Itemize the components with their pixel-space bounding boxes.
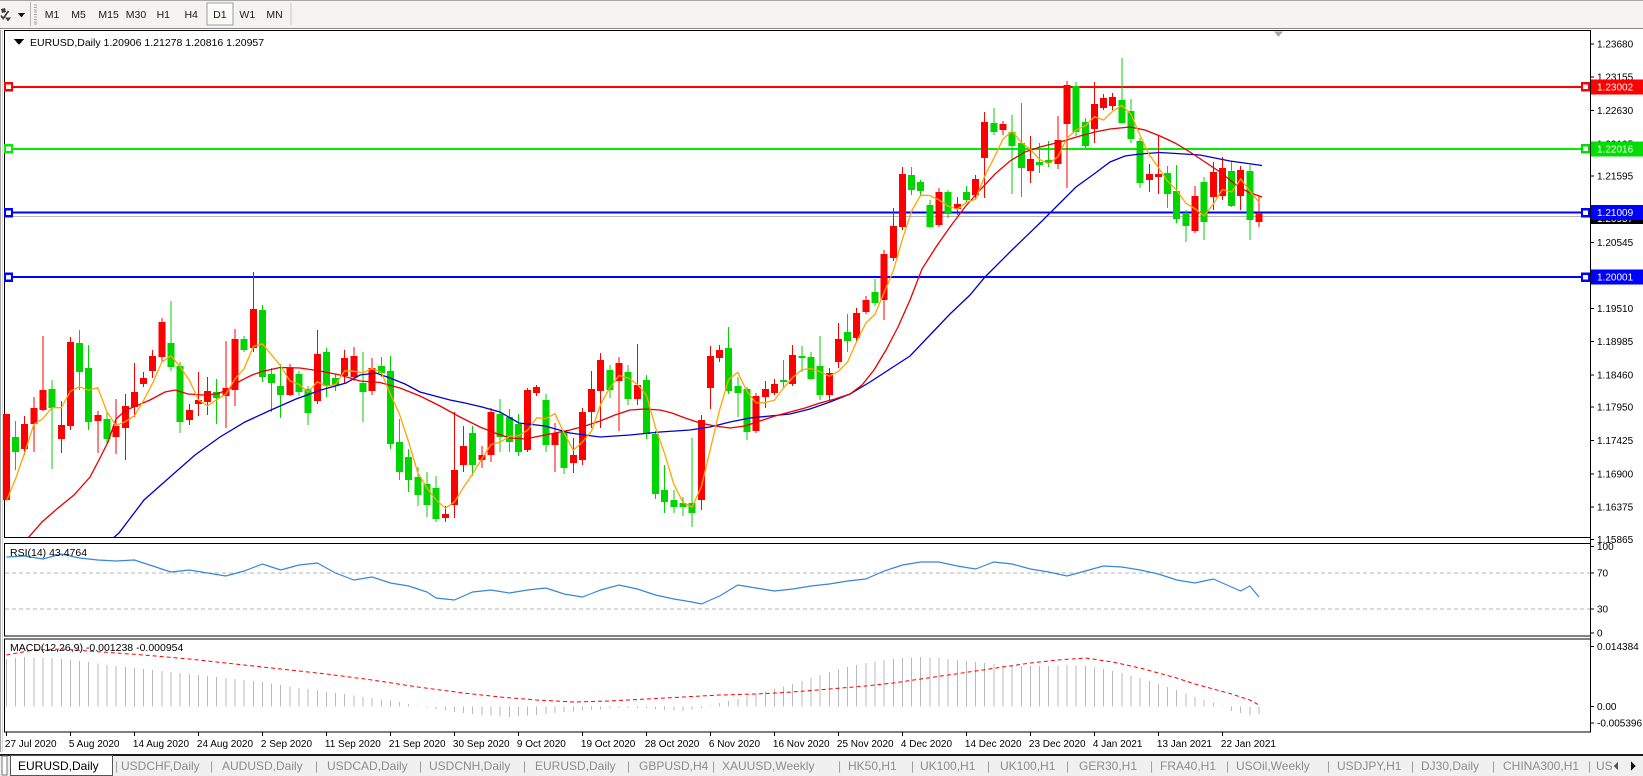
svg-text:25 Nov 2020: 25 Nov 2020 xyxy=(837,739,894,750)
svg-text:1.22630: 1.22630 xyxy=(1597,106,1634,117)
svg-text:|: | xyxy=(838,759,841,773)
svg-text:|: | xyxy=(987,759,990,773)
svg-text:22 Jan 2021: 22 Jan 2021 xyxy=(1221,739,1276,750)
svg-text:RSI(14) 43.4764: RSI(14) 43.4764 xyxy=(10,547,87,559)
svg-text:XAUUSD,Weekly: XAUUSD,Weekly xyxy=(722,759,814,773)
svg-text:1.23680: 1.23680 xyxy=(1597,40,1634,51)
svg-text:USDCHF,Daily: USDCHF,Daily xyxy=(121,759,200,773)
svg-text:|: | xyxy=(627,759,630,773)
svg-text:23 Dec 2020: 23 Dec 2020 xyxy=(1029,739,1086,750)
svg-text:30 Sep 2020: 30 Sep 2020 xyxy=(453,739,510,750)
svg-text:M30: M30 xyxy=(126,9,147,21)
svg-text:1.16375: 1.16375 xyxy=(1597,503,1634,514)
svg-text:1.22016: 1.22016 xyxy=(1597,144,1634,155)
svg-text:USDCNH,Daily: USDCNH,Daily xyxy=(429,759,510,773)
svg-text:H4: H4 xyxy=(184,9,198,21)
svg-text:4 Dec 2020: 4 Dec 2020 xyxy=(901,739,953,750)
svg-text:1.20001: 1.20001 xyxy=(1597,273,1634,284)
svg-text:14 Aug 2020: 14 Aug 2020 xyxy=(133,739,190,750)
svg-text:1.18985: 1.18985 xyxy=(1597,337,1634,348)
svg-text:UK100,H1: UK100,H1 xyxy=(920,759,976,773)
svg-text:16 Nov 2020: 16 Nov 2020 xyxy=(773,739,830,750)
svg-text:4 Jan 2021: 4 Jan 2021 xyxy=(1093,739,1143,750)
svg-text:70: 70 xyxy=(1597,569,1609,580)
svg-text:|: | xyxy=(911,759,914,773)
svg-text:UK100,H1: UK100,H1 xyxy=(1000,759,1056,773)
svg-text:21 Sep 2020: 21 Sep 2020 xyxy=(389,739,446,750)
svg-text:GER30,H1: GER30,H1 xyxy=(1079,759,1137,773)
svg-text:30: 30 xyxy=(1597,605,1609,616)
svg-text:DJ30,Daily: DJ30,Daily xyxy=(1421,759,1479,773)
svg-text:1.20545: 1.20545 xyxy=(1597,238,1634,249)
svg-text:28 Oct 2020: 28 Oct 2020 xyxy=(645,739,700,750)
svg-text:1.23002: 1.23002 xyxy=(1597,82,1634,93)
svg-text:0: 0 xyxy=(1597,628,1603,639)
svg-text:|: | xyxy=(1150,759,1153,773)
svg-text:1.16900: 1.16900 xyxy=(1597,469,1634,480)
svg-text:EURUSD,Daily: EURUSD,Daily xyxy=(535,759,616,773)
svg-text:D1: D1 xyxy=(213,9,227,21)
svg-text:1.18460: 1.18460 xyxy=(1597,370,1634,381)
svg-text:1.17425: 1.17425 xyxy=(1597,436,1634,447)
svg-text:US: US xyxy=(1596,759,1613,773)
svg-text:-0.005396: -0.005396 xyxy=(1597,719,1642,730)
svg-text:|: | xyxy=(712,759,715,773)
svg-text:24 Aug 2020: 24 Aug 2020 xyxy=(197,739,254,750)
svg-text:100: 100 xyxy=(1597,542,1614,553)
svg-text:27 Jul 2020: 27 Jul 2020 xyxy=(5,739,57,750)
svg-text:1.17950: 1.17950 xyxy=(1597,403,1634,414)
svg-text:H1: H1 xyxy=(157,9,171,21)
svg-text:EURUSD,Daily 1.20906 1.21278: EURUSD,Daily 1.20906 1.21278 1.20816 1.2… xyxy=(30,37,264,49)
svg-text:EURUSD,Daily: EURUSD,Daily xyxy=(18,759,99,773)
svg-text:MN: MN xyxy=(266,9,282,21)
svg-text:CHINA300,H1: CHINA300,H1 xyxy=(1503,759,1579,773)
svg-text:1.21595: 1.21595 xyxy=(1597,172,1634,183)
svg-text:M5: M5 xyxy=(71,9,86,21)
svg-text:|: | xyxy=(1492,759,1495,773)
svg-text:0.00: 0.00 xyxy=(1597,702,1617,713)
svg-text:|: | xyxy=(315,759,318,773)
svg-text:5 Aug 2020: 5 Aug 2020 xyxy=(69,739,120,750)
svg-text:1.19510: 1.19510 xyxy=(1597,304,1634,315)
svg-text:|: | xyxy=(1411,759,1414,773)
svg-text:14 Dec 2020: 14 Dec 2020 xyxy=(965,739,1022,750)
svg-text:USOil,Weekly: USOil,Weekly xyxy=(1236,759,1310,773)
svg-text:MACD(12,26,9) -0.001238 -0.000: MACD(12,26,9) -0.001238 -0.000954 xyxy=(10,642,184,654)
svg-text:HK50,H1: HK50,H1 xyxy=(848,759,897,773)
svg-text:|: | xyxy=(419,759,422,773)
svg-text:M15: M15 xyxy=(98,9,119,21)
svg-text:1.15865: 1.15865 xyxy=(1597,535,1634,546)
svg-text:|: | xyxy=(1327,759,1330,773)
svg-text:9 Oct 2020: 9 Oct 2020 xyxy=(517,739,566,750)
svg-text:|: | xyxy=(1066,759,1069,773)
svg-text:W1: W1 xyxy=(239,9,255,21)
svg-text:13 Jan 2021: 13 Jan 2021 xyxy=(1157,739,1212,750)
svg-text:19 Oct 2020: 19 Oct 2020 xyxy=(581,739,636,750)
svg-text:6 Nov 2020: 6 Nov 2020 xyxy=(709,739,761,750)
svg-text:|: | xyxy=(1588,759,1591,773)
svg-text:M1: M1 xyxy=(45,9,60,21)
svg-text:2 Sep 2020: 2 Sep 2020 xyxy=(261,739,313,750)
svg-text:1.23155: 1.23155 xyxy=(1597,73,1634,84)
svg-text:0.014384: 0.014384 xyxy=(1597,642,1639,653)
svg-text:USDJPY,H1: USDJPY,H1 xyxy=(1337,759,1402,773)
svg-text:11 Sep 2020: 11 Sep 2020 xyxy=(325,739,381,750)
svg-text:AUDUSD,Daily: AUDUSD,Daily xyxy=(222,759,303,773)
svg-text:1.21009: 1.21009 xyxy=(1597,208,1634,219)
svg-text:|: | xyxy=(115,759,118,773)
svg-text:|: | xyxy=(210,759,213,773)
svg-text:FRA40,H1: FRA40,H1 xyxy=(1160,759,1216,773)
svg-text:|: | xyxy=(1226,759,1229,773)
svg-text:GBPUSD,H4: GBPUSD,H4 xyxy=(639,759,709,773)
svg-text:|: | xyxy=(523,759,526,773)
svg-text:USDCAD,Daily: USDCAD,Daily xyxy=(327,759,408,773)
